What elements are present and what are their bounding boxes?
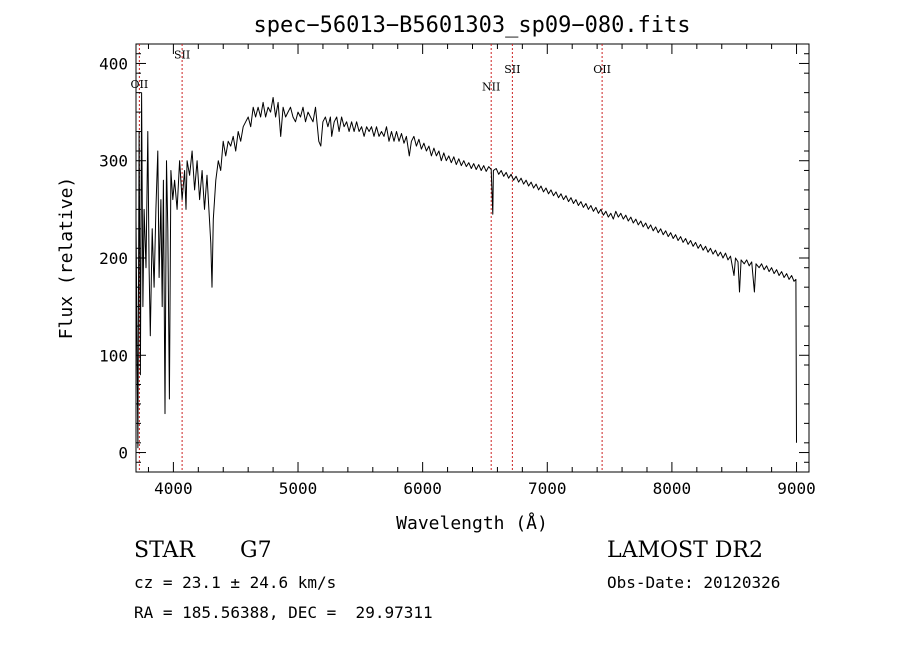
y-tick-label: 200 [99, 249, 128, 268]
emission-line-markers: OII SII NII SII OII [131, 44, 611, 472]
x-tick-label: 7000 [528, 479, 567, 498]
object-type: STAR [134, 538, 195, 563]
y-tick-label: 300 [99, 152, 128, 171]
coordinates-readout: RA = 185.56388, DEC = 29.97311 [134, 603, 433, 622]
survey-name: LAMOST DR2 [607, 538, 763, 563]
y-axis-label: Flux (relative) [56, 177, 77, 340]
y-tick-label: 0 [118, 444, 128, 463]
y-tick-label: 400 [99, 54, 128, 73]
emission-line-label: SII [174, 49, 190, 62]
x-tick-label: 9000 [777, 479, 816, 498]
observation-date: Obs-Date: 20120326 [607, 573, 781, 592]
spectrum-series [135, 92, 797, 449]
x-tick-label: 5000 [279, 479, 318, 498]
emission-line-label: NII [482, 81, 500, 94]
axis-ticks: 4000 5000 6000 7000 8000 9000 0 100 200 300 400 [99, 44, 816, 498]
x-axis-label: Wavelength (Å) [396, 512, 548, 534]
spectrum-line [135, 92, 797, 449]
velocity-readout: cz = 23.1 ± 24.6 km/s [134, 573, 337, 592]
y-tick-label: 100 [99, 346, 128, 365]
emission-line-label: OII [131, 78, 149, 91]
x-tick-label: 8000 [653, 479, 692, 498]
x-tick-label: 4000 [154, 479, 193, 498]
emission-line-label: SII [504, 63, 520, 76]
plot-frame [135, 43, 810, 473]
emission-line-label: OII [593, 63, 611, 76]
x-tick-label: 6000 [403, 479, 442, 498]
chart-title: spec−56013−B5601303_sp09−080.fits [253, 13, 690, 38]
spectral-subclass: G7 [240, 538, 272, 563]
